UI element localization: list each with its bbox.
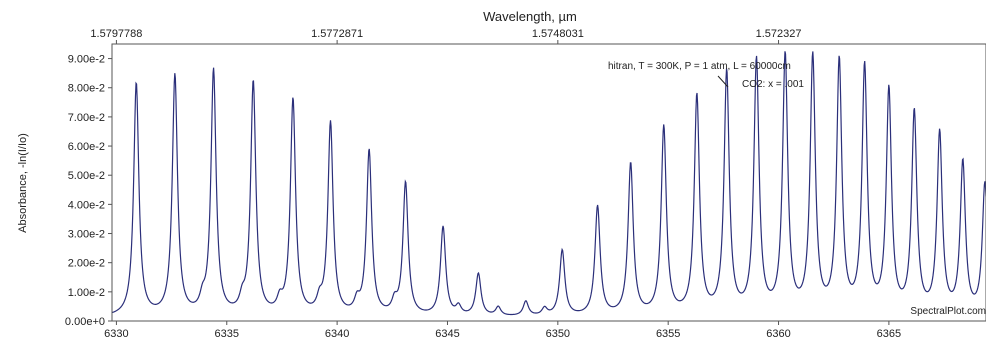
x-tick-label: 6335 xyxy=(215,328,239,340)
y-tick-label: 8.00e-2 xyxy=(68,83,105,95)
minor-absorption-peak xyxy=(201,308,203,310)
y-tick-label: 5.00e-2 xyxy=(68,170,105,182)
y-tick-label: 3.00e-2 xyxy=(68,229,105,241)
co2-spectrum-line xyxy=(111,51,986,316)
x-tick-label: 6355 xyxy=(656,328,680,340)
watermark-label: SpectralPlot.com xyxy=(910,306,986,317)
minor-absorption-peak xyxy=(241,308,243,310)
minor-absorption-peak xyxy=(394,308,396,310)
y-tick-label: 6.00e-2 xyxy=(68,141,105,153)
absorption-peak xyxy=(525,305,527,307)
x-tick-label: 6365 xyxy=(877,328,901,340)
x-top-tick-label: 1.5748031 xyxy=(532,28,584,40)
y-tick-label: 0.00e+0 xyxy=(65,316,105,328)
minor-absorption-peak xyxy=(497,311,499,313)
x-top-tick-label: 1.5797788 xyxy=(90,28,142,40)
y-axis-title: Absorbance, -ln(I/Io) xyxy=(17,133,29,233)
minor-absorption-peak xyxy=(318,308,320,310)
x-top-tick-label: 1.572327 xyxy=(756,28,802,40)
y-tick-label: 4.00e-2 xyxy=(68,199,105,211)
x-tick-label: 6350 xyxy=(546,328,570,340)
x-tick-label: 6330 xyxy=(104,328,128,340)
annotation-pointer xyxy=(717,75,729,88)
minor-absorption-peak xyxy=(458,311,460,313)
x-tick-label: 6340 xyxy=(325,328,349,340)
y-tick-label: 9.00e-2 xyxy=(68,54,105,66)
y-tick-label: 1.00e-2 xyxy=(68,287,105,299)
minor-absorption-peak xyxy=(279,308,281,310)
y-tick-label: 2.00e-2 xyxy=(68,258,105,270)
plot-frame xyxy=(111,43,986,322)
minor-absorption-peak xyxy=(544,313,546,315)
x-top-tick-label: 1.5772871 xyxy=(311,28,363,40)
annotation-conditions: hitran, T = 300K, P = 1 atm, L = 60000cm xyxy=(608,61,791,72)
y-tick-label: 7.00e-2 xyxy=(68,112,105,124)
minor-absorption-peak xyxy=(356,308,358,310)
x-top-axis-title: Wavelength, µm xyxy=(483,9,577,24)
x-tick-label: 6360 xyxy=(766,328,790,340)
annotation-series: CO2: x = .001 xyxy=(742,79,804,90)
x-tick-label: 6345 xyxy=(435,328,459,340)
